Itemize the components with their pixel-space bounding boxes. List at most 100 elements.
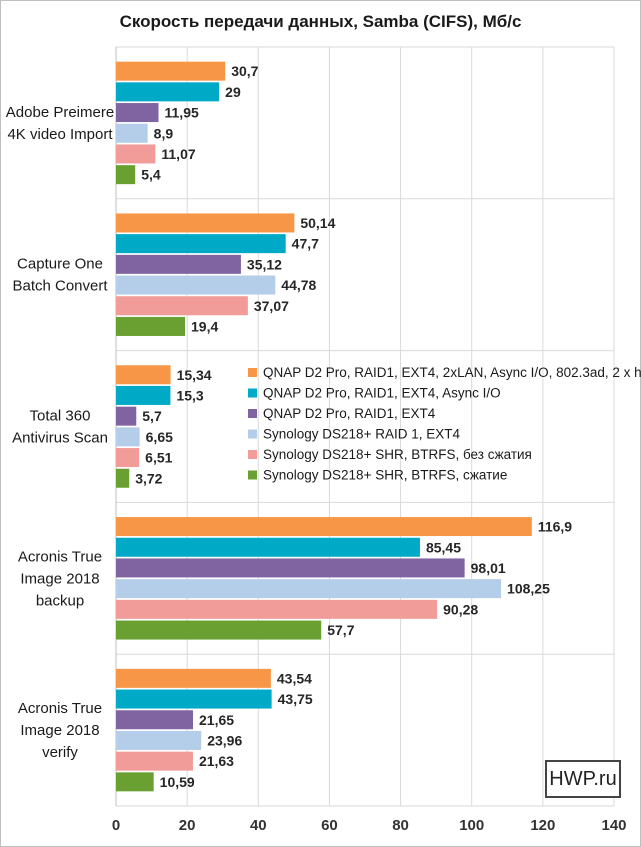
legend-entry: QNAP D2 Pro, RAID1, EXT4: [263, 406, 436, 421]
bar-value-label: 35,12: [247, 256, 282, 272]
bar-value-label: 116,9: [538, 519, 572, 535]
bar: [116, 558, 465, 578]
bar-value-label: 43,75: [278, 691, 313, 707]
bar-value-label: 98,01: [471, 560, 506, 576]
bar: [116, 213, 295, 233]
bar: [116, 385, 171, 405]
bar-value-label: 44,78: [281, 277, 316, 293]
category-label: backup: [36, 592, 84, 609]
bar-value-label: 37,07: [254, 298, 289, 314]
bar-value-label: 23,96: [207, 732, 242, 748]
data-labels: 30,7 29 11,95 8,9 11,075,4 50,14 47,7 35,12 44,7…: [135, 63, 572, 790]
category-label: Adobe Preimere: [6, 104, 114, 121]
bar-value-label: 3,72: [135, 470, 162, 486]
chart-title: Скорость передачи данных, Samba (CIFS), …: [119, 12, 522, 31]
watermark-logo: HWP.ru: [545, 760, 621, 798]
bar-value-label: 6,65: [146, 429, 173, 445]
x-tick-label: 120: [530, 817, 555, 834]
bar: [116, 365, 171, 385]
legend-swatch: [248, 450, 257, 459]
legend-swatch: [248, 388, 257, 398]
bar: [116, 144, 156, 164]
category-label: Acronis True: [18, 548, 102, 565]
bar-value-label: 8,9: [154, 125, 174, 141]
x-tick-label: 40: [250, 817, 267, 834]
bar-value-label: 43,54: [277, 670, 312, 686]
bar-value-label: 15,3: [176, 387, 203, 403]
x-tick-label: 140: [601, 817, 626, 834]
category-label: Batch Convert: [12, 278, 108, 295]
bar: [116, 61, 226, 81]
bar: [116, 234, 286, 254]
bar: [116, 448, 140, 468]
bar: [116, 710, 194, 730]
bars: [116, 61, 532, 792]
bar-value-label: 29: [225, 84, 241, 100]
category-label: Image 2018: [20, 570, 99, 587]
x-tick-label: 0: [112, 817, 120, 834]
bar: [116, 730, 202, 750]
bar: [116, 751, 193, 771]
bar-value-label: 15,34: [177, 367, 212, 383]
bar: [116, 296, 248, 316]
x-tick-label: 80: [392, 817, 409, 834]
category-label: Acronis True: [18, 700, 102, 717]
bar: [116, 620, 322, 640]
bar-value-label: 108,25: [507, 581, 550, 597]
bar-value-label: 50,14: [300, 215, 335, 231]
bar: [116, 316, 186, 336]
bar-value-label: 30,7: [231, 63, 258, 79]
bar: [116, 537, 420, 557]
legend-swatch: [248, 368, 257, 377]
legend-entry: Synology DS218+ SHR, BTRFS, сжатие: [263, 468, 507, 483]
bar: [116, 668, 271, 688]
category-label: Total 360: [30, 408, 91, 425]
bar-value-label: 21,63: [199, 753, 234, 769]
legend-swatch: [248, 470, 257, 480]
bar: [116, 517, 532, 537]
bar-value-label: 6,51: [145, 450, 172, 466]
category-label: Capture One: [17, 256, 103, 273]
legend-entry: QNAP D2 Pro, RAID1, EXT4, 2xLAN, Async I…: [263, 365, 641, 380]
bar: [116, 123, 148, 143]
bar-value-label: 19,4: [191, 318, 218, 334]
bar: [116, 165, 136, 185]
x-tick-label: 20: [179, 817, 196, 834]
bar: [116, 406, 137, 426]
bar-value-label: 21,65: [199, 712, 234, 728]
legend-entry: QNAP D2 Pro, RAID1, EXT4, Async I/O: [263, 386, 501, 401]
bar: [116, 689, 272, 709]
x-tick-label: 60: [321, 817, 338, 834]
bar: [116, 468, 130, 488]
legend-swatch: [248, 409, 257, 418]
legend-swatch: [248, 429, 257, 439]
bar-value-label: 10,59: [160, 774, 195, 790]
x-axis-ticks: 0 20 40 60 80 100 120 140: [112, 817, 627, 834]
bar-value-label: 11,95: [165, 105, 199, 121]
bar: [116, 599, 438, 619]
legend: QNAP D2 Pro, RAID1, EXT4, 2xLAN, Async I…: [248, 365, 641, 483]
category-label: verify: [42, 744, 78, 761]
x-tick-label: 100: [459, 817, 484, 834]
bar-value-label: 5,4: [141, 167, 161, 183]
category-label: Image 2018: [20, 722, 99, 739]
bar: [116, 427, 140, 447]
bar-value-label: 5,7: [142, 408, 162, 424]
bar: [116, 275, 276, 295]
bar: [116, 579, 502, 599]
bar-value-label: 85,45: [426, 539, 461, 555]
legend-entry: Synology DS218+ RAID 1, EXT4: [263, 427, 460, 442]
legend-entry: Synology DS218+ SHR, BTRFS, без сжатия: [263, 447, 532, 462]
bar: [116, 82, 220, 102]
bar: [116, 103, 159, 123]
category-label: 4K video Import: [7, 126, 113, 143]
bar-value-label: 90,28: [443, 601, 478, 617]
category-label: Antivirus Scan: [12, 430, 108, 447]
bar: [116, 254, 241, 274]
bar: [116, 772, 154, 792]
bar-value-label: 57,7: [327, 622, 354, 638]
category-labels: Adobe Preimere 4K video Import Capture One…: [6, 104, 114, 761]
bar-value-label: 11,07: [161, 146, 195, 162]
bar-value-label: 47,7: [292, 236, 319, 252]
